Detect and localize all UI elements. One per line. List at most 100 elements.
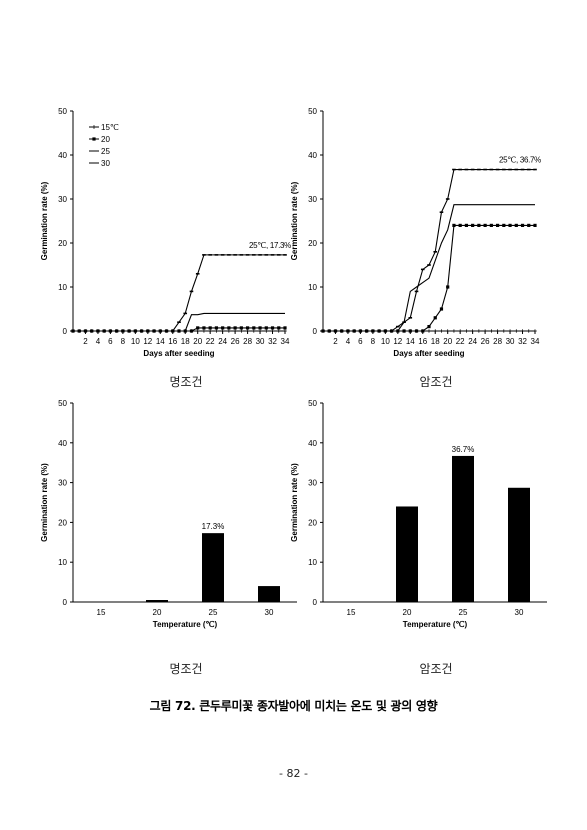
- data-point-15-day-31: [264, 329, 269, 333]
- data-point-20-day-26: [483, 223, 487, 227]
- x-axis-label: Temperature (℃): [403, 620, 468, 629]
- x-tick-label-32: 32: [518, 337, 527, 346]
- data-point-20-day-15: [414, 329, 419, 333]
- data-point-15-day-23: [214, 329, 219, 333]
- x-tick-label-16: 16: [418, 337, 427, 346]
- x-tick-label-18: 18: [181, 337, 190, 346]
- legend-entry-15: 15℃: [89, 123, 119, 132]
- data-label-25: 36.7%: [452, 445, 475, 454]
- series-line-25: [323, 168, 535, 332]
- y-tick-label-30: 30: [58, 195, 67, 204]
- data-point-20-day-31: [514, 223, 518, 227]
- data-point-20-day-34: [533, 223, 537, 227]
- y-tick-label-20: 20: [58, 239, 67, 248]
- data-point-20-day-25: [477, 223, 481, 227]
- x-tick-label-4: 4: [346, 337, 351, 346]
- y-tick-label-0: 0: [63, 327, 68, 336]
- data-point-20-day-24: [221, 326, 225, 330]
- data-point-15-day-34: [283, 329, 287, 333]
- data-point-15-day-33: [276, 329, 281, 333]
- light-germination-bar-chart: 0 10 20 30 40 50 Germination rate (%) 15 20 25 17.…: [40, 399, 297, 629]
- data-point-15-day-24: [470, 329, 475, 333]
- dark-bar-caption: 암조건: [419, 662, 453, 676]
- y-tick-label-20: 20: [308, 518, 317, 527]
- data-point-15-day-34: [533, 329, 537, 333]
- bar-25: [202, 533, 224, 602]
- data-point-20-day-20: [196, 326, 200, 330]
- y-tick-label-40: 40: [308, 439, 317, 448]
- x-tick-label-24: 24: [218, 337, 227, 346]
- light-germination-line-panel: 0 10 20 30 40 50 Germination rate (%) 2 4 6 8 10 12 1…: [40, 100, 300, 365]
- data-point-15-day-26: [483, 329, 487, 333]
- bar-30: [508, 487, 530, 602]
- data-point-20-day-22: [208, 326, 212, 330]
- x-tick-label-28: 28: [493, 337, 502, 346]
- y-tick-label-0: 0: [313, 598, 318, 607]
- data-point-20-day-27: [239, 326, 243, 330]
- data-point-15-day-20: [445, 329, 450, 333]
- x-tick-label-32: 32: [268, 337, 277, 346]
- x-tick-label-26: 26: [481, 337, 490, 346]
- data-point-20-day-13: [402, 329, 406, 333]
- annotation-label: 25℃, 36.7%: [499, 156, 541, 165]
- data-point-20-day-16: [421, 329, 425, 333]
- data-point-15-day-22: [208, 329, 212, 333]
- series-line-30: [73, 312, 285, 332]
- x-tick-label-4: 4: [96, 337, 101, 346]
- dark-line-caption: 암조건: [419, 375, 453, 389]
- x-tick-label-10: 10: [381, 337, 390, 346]
- y-tick-label-20: 20: [308, 239, 317, 248]
- data-point-15-day-29: [252, 329, 256, 333]
- data-point-20-day-19: [439, 307, 444, 311]
- light-bar-caption: 명조건: [169, 662, 203, 676]
- y-tick-label-50: 50: [58, 107, 67, 116]
- y-tick-label-30: 30: [308, 195, 317, 204]
- y-tick-label-10: 10: [58, 558, 67, 567]
- y-tick-label-10: 10: [58, 283, 67, 292]
- data-point-15-day-18: [433, 329, 438, 333]
- data-point-20-day-33: [527, 223, 531, 227]
- data-point-20-day-34: [283, 326, 287, 330]
- legend-entry-25: 25: [89, 147, 110, 156]
- data-point-15-day-21: [452, 329, 456, 333]
- data-point-15-day-22: [458, 329, 462, 333]
- data-point-20-day-25: [227, 326, 231, 330]
- y-axis-label: Germination rate (%): [290, 463, 299, 542]
- bar-20: [396, 506, 418, 602]
- x-tick-label-18: 18: [431, 337, 440, 346]
- y-tick-label-30: 30: [308, 479, 317, 488]
- y-tick-label-40: 40: [308, 151, 317, 160]
- x-axis-label: Temperature (℃): [153, 620, 218, 629]
- data-point-15-day-32: [270, 329, 275, 333]
- y-tick-label-40: 40: [58, 151, 67, 160]
- x-tick-label-8: 8: [371, 337, 376, 346]
- data-point-20-day-27: [489, 223, 493, 227]
- data-point-20-day-30: [508, 223, 512, 227]
- dark-germination-bar-panel: 0 10 20 30 40 50 Germination rate (%) 15 20 25 36.…: [290, 393, 550, 643]
- y-tick-label-10: 10: [308, 283, 317, 292]
- legend-label-25: 25: [101, 147, 110, 156]
- x-tick-label-15: 15: [347, 608, 356, 617]
- y-tick-label-20: 20: [58, 518, 67, 527]
- legend-label-15: 15℃: [101, 123, 119, 132]
- x-tick-label-14: 14: [156, 337, 165, 346]
- data-point-20-day-21: [202, 326, 206, 330]
- light-line-caption: 명조건: [169, 375, 203, 389]
- data-point-20-day-21: [452, 223, 456, 227]
- data-point-20-day-14: [408, 329, 412, 333]
- x-tick-label-30: 30: [506, 337, 515, 346]
- x-tick-label-22: 22: [456, 337, 465, 346]
- y-axis-label: Germination rate (%): [40, 181, 49, 260]
- x-tick-label-20: 20: [443, 337, 452, 346]
- data-point-15-day-29: [502, 329, 506, 333]
- x-tick-label-6: 6: [358, 337, 363, 346]
- data-point-15-day-30: [508, 329, 512, 333]
- data-point-15-day-32: [520, 329, 525, 333]
- data-label-25: 17.3%: [202, 522, 225, 531]
- x-tick-label-14: 14: [406, 337, 415, 346]
- y-tick-label-40: 40: [58, 439, 67, 448]
- series-line-25: [73, 254, 285, 332]
- data-point-20-day-32: [520, 223, 525, 227]
- x-tick-label-16: 16: [168, 337, 177, 346]
- series-30: [323, 204, 535, 332]
